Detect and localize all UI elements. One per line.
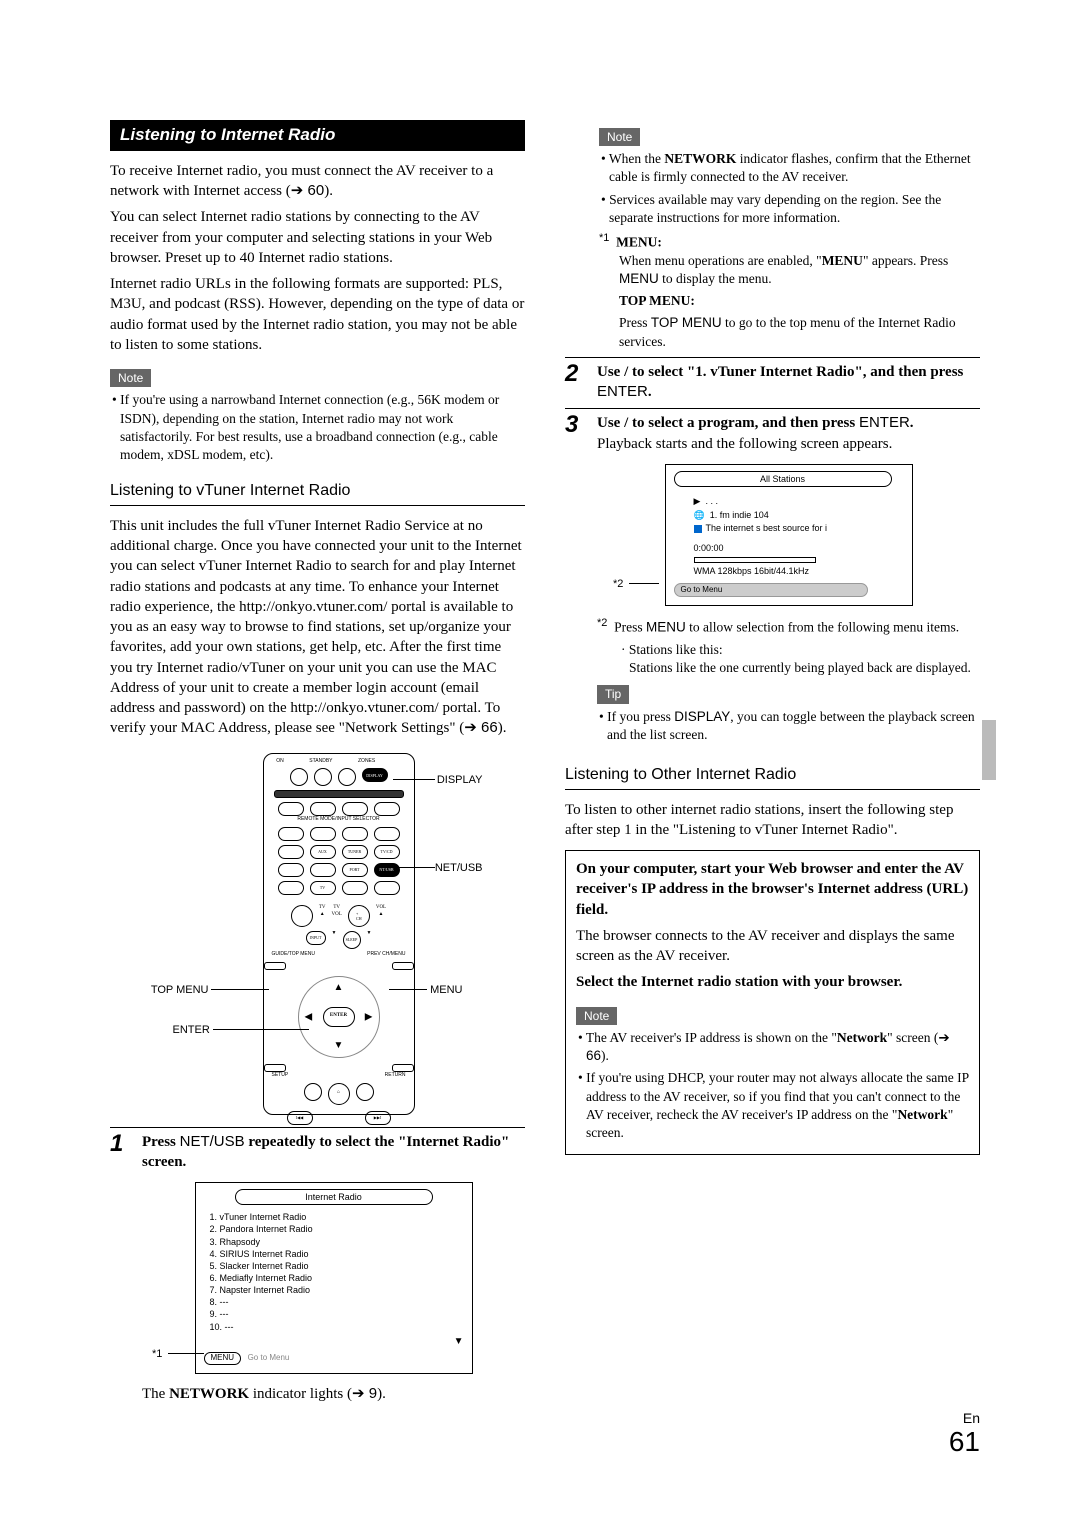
note-label: Note — [110, 369, 151, 387]
label-topmenu: TOP MENU — [149, 983, 209, 998]
right-note-b1: When the NETWORK indicator flashes, conf… — [599, 150, 980, 186]
step3-instruction: Use / to select a program, and then pres… — [597, 413, 980, 433]
other-nb1: The AV receiver's IP address is shown on… — [576, 1029, 969, 1065]
other-para: To listen to other internet radio statio… — [565, 800, 980, 841]
star1-ref: *1 — [152, 1347, 162, 1362]
intro-p1: To receive Internet radio, you must conn… — [110, 161, 525, 202]
other-nb2: If you're using DHCP, your router may no… — [576, 1069, 969, 1142]
internet-radio-screen: Internet Radio 1. vTuner Internet Radio … — [195, 1182, 473, 1374]
intro-p2: You can select Internet radio stations b… — [110, 207, 525, 268]
note1-text: If you're using a narrowband Internet co… — [110, 391, 525, 464]
label-enter: ENTER — [173, 1023, 210, 1038]
section-title: Listening to Internet Radio — [110, 120, 525, 151]
label-netusb: NET/USB — [435, 861, 483, 876]
label-display: DISPLAY — [437, 773, 483, 788]
right-note-b2: Services available may vary depending on… — [599, 191, 980, 227]
right-column: Note When the NETWORK indicator flashes,… — [565, 120, 980, 1410]
left-column: Listening to Internet Radio To receive I… — [110, 120, 525, 1410]
other-boxed-steps: On your computer, start your Web browser… — [565, 850, 980, 1155]
step-2: 2 Use / to select "1. vTuner Internet Ra… — [565, 357, 980, 403]
page-number: En 61 — [949, 1410, 980, 1458]
step-1: 1 Press NET/USB repeatedly to select the… — [110, 1127, 525, 1411]
vtuner-heading: Listening to vTuner Internet Radio — [110, 480, 525, 502]
side-tab — [982, 720, 996, 780]
vtuner-body: This unit includes the full vTuner Inter… — [110, 516, 525, 739]
step-3: 3 Use / to select a program, and then pr… — [565, 408, 980, 748]
step1-after: The NETWORK indicator lights (➔ 9). — [142, 1384, 525, 1404]
note-label-right: Note — [599, 128, 640, 146]
playback-screen: All Stations ▶ . . . 🌐 1. fm indie 104 T… — [665, 464, 913, 606]
star2-ref: *2 — [613, 577, 623, 592]
step1-instruction: Press NET/USB repeatedly to select the "… — [142, 1132, 525, 1173]
star2-detail: *2 Press MENU to allow selection from th… — [597, 616, 980, 677]
remote-diagram: ONSTANDBYZONES DISPLAY REMOTE MODE/INPUT… — [203, 753, 433, 1113]
intro-p3: Internet radio URLs in the following for… — [110, 274, 525, 355]
other-note-label: Note — [576, 1007, 617, 1025]
step3-after: Playback starts and the following screen… — [597, 434, 980, 454]
star1-detail: *1 MENU: When menu operations are enable… — [599, 231, 980, 351]
tip-text: If you press DISPLAY, you can toggle bet… — [597, 708, 980, 744]
other-heading: Listening to Other Internet Radio — [565, 764, 980, 786]
tip-label: Tip — [597, 685, 629, 703]
label-menu: MENU — [430, 983, 462, 998]
step2-instruction: Use / to select "1. vTuner Internet Radi… — [597, 362, 980, 403]
